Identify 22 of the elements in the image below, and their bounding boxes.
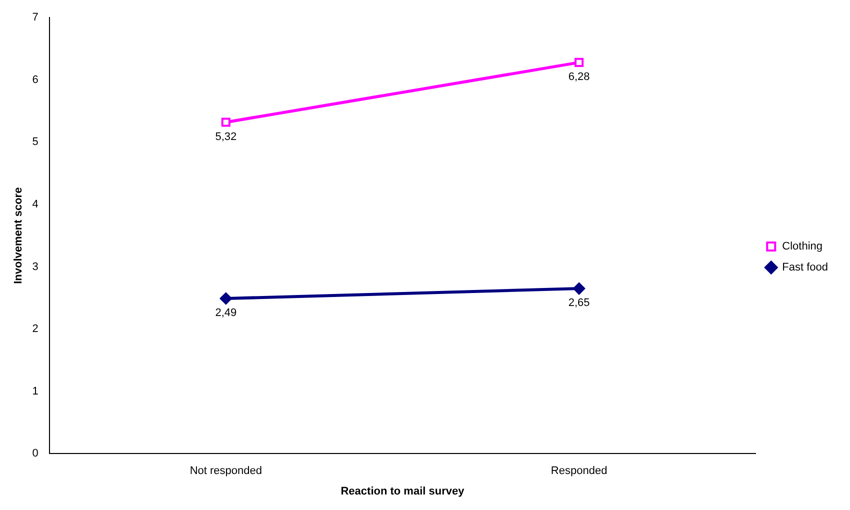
point xyxy=(221,118,230,127)
y-tick-label: 6 xyxy=(32,74,38,86)
y-tick-label: 7 xyxy=(32,12,38,24)
x-tick-label: Not responded xyxy=(190,465,262,478)
y-tick-label: 2 xyxy=(32,323,38,336)
point xyxy=(220,292,232,305)
y-axis-title: Involvement score xyxy=(12,187,25,284)
y-tick-label: 3 xyxy=(32,260,38,273)
data-label: 5,32 xyxy=(215,130,237,143)
point xyxy=(573,282,586,295)
point xyxy=(574,58,584,67)
data-label: 2,65 xyxy=(568,297,590,310)
data-label: 6,28 xyxy=(568,70,590,83)
y-tick-label: 1 xyxy=(32,385,38,398)
data-label: 2,49 xyxy=(215,307,237,320)
legend-label: Clothing xyxy=(782,240,822,253)
y-tick-label: 4 xyxy=(32,198,38,210)
x-tick-label: Responded xyxy=(550,465,608,478)
y-tick-label: 5 xyxy=(32,136,38,148)
y-tick-label: 0 xyxy=(32,448,38,460)
x-axis-title: Reaction to mail survey xyxy=(340,485,466,498)
legend-label: Fast food xyxy=(782,262,828,274)
